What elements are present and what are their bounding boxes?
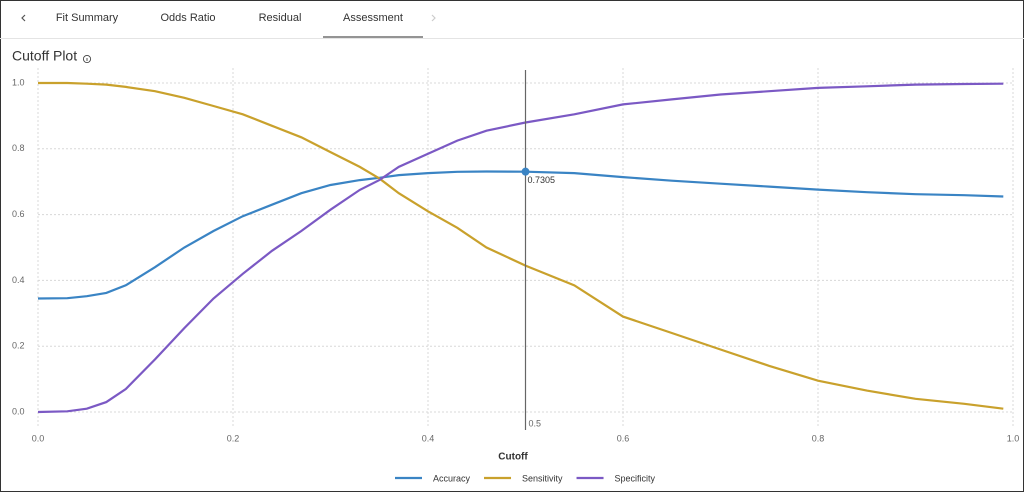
legend-label[interactable]: Specificity [615, 473, 656, 483]
x-tick-label: 0.0 [32, 433, 45, 443]
series-line [37, 82, 1004, 414]
legend-label[interactable]: Sensitivity [522, 473, 563, 483]
series-line [38, 81, 1004, 410]
x-tick-label: 0.8 [812, 433, 825, 443]
chart-title: Cutoff Plot [12, 48, 77, 64]
x-tick-label: 1.0 [1007, 433, 1020, 443]
tab[interactable]: Fit Summary [56, 12, 119, 24]
tab-prev[interactable] [21, 14, 26, 22]
y-tick-label: 0.4 [12, 275, 25, 285]
x-tick-label: 0.4 [422, 433, 435, 443]
tab[interactable]: Assessment [343, 12, 403, 24]
series-line [37, 170, 1004, 300]
cutoff-value-label: 0.7305 [528, 175, 556, 185]
y-tick-label: 1.0 [12, 77, 25, 87]
y-tick-label: 0.8 [12, 143, 25, 153]
tab-next [431, 14, 436, 22]
cutoff-label: 0.5 [529, 418, 542, 428]
y-tick-label: 0.0 [12, 406, 25, 416]
y-tick-label: 0.6 [12, 209, 25, 219]
info-icon[interactable] [82, 54, 92, 64]
cutoff-marker[interactable] [521, 167, 530, 176]
x-axis-label: Cutoff [498, 452, 528, 463]
tab[interactable]: Residual [259, 12, 302, 24]
tab[interactable]: Odds Ratio [160, 12, 215, 24]
x-tick-label: 0.2 [227, 433, 240, 443]
legend-label[interactable]: Accuracy [433, 473, 471, 483]
x-tick-label: 0.6 [617, 433, 630, 443]
y-tick-label: 0.2 [12, 341, 25, 351]
